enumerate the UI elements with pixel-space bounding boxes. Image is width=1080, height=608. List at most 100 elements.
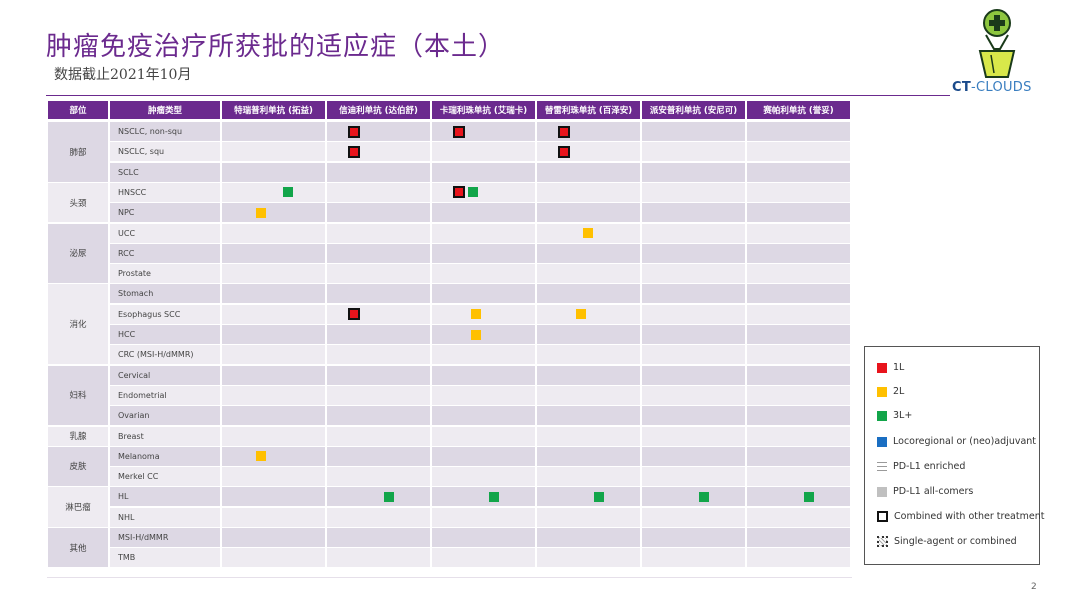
table-cell — [327, 243, 430, 263]
site-label: 泌尿 — [48, 223, 108, 284]
tumor-type-label: NPC — [118, 208, 135, 218]
indication-marker-2l — [256, 207, 266, 218]
table-cell — [110, 243, 220, 263]
tumor-type-label: UCC — [118, 228, 136, 238]
table-cell — [642, 264, 745, 284]
page-number: 2 — [1031, 582, 1037, 592]
table-cell — [222, 243, 325, 263]
table-cell — [537, 325, 640, 344]
table-cell — [537, 243, 640, 263]
table-cell — [110, 487, 220, 507]
table-cell — [642, 203, 745, 223]
table-cell — [432, 223, 535, 243]
indication-marker-3lplus — [384, 491, 394, 502]
table-cell — [642, 223, 745, 243]
table-cell — [432, 406, 535, 426]
table-cell — [222, 142, 325, 162]
table-cell — [110, 426, 220, 446]
table-cell — [222, 284, 325, 304]
site-label: 妇科 — [48, 365, 108, 426]
table-cell — [432, 122, 535, 141]
table-cell — [642, 528, 745, 547]
table-cell — [110, 548, 220, 568]
table-cell — [747, 345, 850, 365]
table-cell — [327, 122, 430, 141]
table-cell — [432, 446, 535, 466]
page-subtitle: 数据截止2021年10月 — [54, 67, 192, 83]
tumor-type-label: NSCLC, non-squ — [118, 127, 183, 136]
table-cell — [432, 345, 535, 365]
table-cell — [642, 162, 745, 182]
legend-swatch-dotted — [877, 536, 888, 547]
lightbulb-cross-icon — [978, 9, 1016, 78]
table-cell — [747, 243, 850, 263]
indication-marker-1l — [348, 145, 360, 158]
legend-swatch-boxed — [877, 511, 888, 522]
table-cell — [537, 304, 640, 324]
indication-marker-1l — [453, 125, 465, 138]
table-cell — [222, 487, 325, 507]
tumor-type-label: NSCLC, squ — [118, 147, 165, 157]
table-cell — [432, 467, 535, 487]
column-header: 卡瑞利珠单抗 (艾瑞卡) — [432, 101, 535, 119]
table-cell — [747, 325, 850, 344]
table-cell — [432, 426, 535, 446]
table-cell — [222, 406, 325, 426]
column-header: 替雷利珠单抗 (百泽安) — [537, 101, 640, 119]
table-cell — [222, 548, 325, 568]
legend-label: Locoregional or (neo)adjuvant — [893, 436, 1037, 447]
indication-marker-1l — [348, 308, 360, 321]
table-cell — [642, 406, 745, 426]
table-cell — [747, 284, 850, 304]
table-cell — [432, 304, 535, 324]
table-cell — [537, 142, 640, 162]
legend-item: Single-agent or combined — [877, 536, 1017, 547]
table-cell — [110, 122, 220, 141]
table-cell — [747, 507, 850, 527]
table-cell — [327, 223, 430, 243]
tumor-type-label: Esophagus SCC — [118, 309, 181, 319]
table-cell — [537, 385, 640, 405]
table-cell — [327, 487, 430, 507]
table-cell — [110, 446, 220, 466]
table-cell — [642, 325, 745, 344]
tumor-type-label: Breast — [118, 431, 144, 441]
legend-swatch-blue — [877, 436, 887, 447]
legend-item: PD-L1 all-comers — [877, 486, 973, 497]
tumor-type-label: NHL — [118, 512, 135, 522]
table-cell — [327, 365, 430, 385]
legend-swatch-green — [877, 410, 887, 421]
table-cell — [642, 365, 745, 385]
table-cell — [327, 284, 430, 304]
site-label: 消化 — [48, 284, 108, 365]
legend-label: Single-agent or combined — [894, 536, 1017, 547]
table-cell — [537, 406, 640, 426]
site-label: 皮肤 — [48, 446, 108, 487]
indication-marker-1l — [558, 145, 570, 158]
site-label: 淋巴瘤 — [48, 487, 108, 527]
table-cell — [537, 122, 640, 141]
indication-marker-3lplus — [594, 491, 604, 502]
tumor-type-label: Prostate — [118, 269, 151, 279]
table-cell — [537, 203, 640, 223]
table-cell — [327, 446, 430, 466]
tumor-type-label: SCLC — [118, 167, 139, 177]
indication-marker-3lplus — [489, 491, 499, 502]
table-cell — [222, 345, 325, 365]
legend-label: PD-L1 enriched — [893, 461, 966, 472]
tumor-type-label: Ovarian — [118, 411, 150, 421]
table-cell — [110, 304, 220, 324]
indication-marker-3lplus — [283, 187, 293, 198]
table-cell — [222, 264, 325, 284]
legend-swatch-gray — [877, 486, 887, 497]
legend-label: 1L — [893, 362, 905, 373]
tumor-type-label: TMB — [118, 553, 136, 563]
table-cell — [327, 142, 430, 162]
table-cell — [642, 446, 745, 466]
table-cell — [222, 223, 325, 243]
table-cell — [537, 507, 640, 527]
site-label: 乳腺 — [48, 426, 108, 446]
table-cell — [222, 122, 325, 141]
table-cell — [747, 446, 850, 466]
table-cell — [432, 264, 535, 284]
